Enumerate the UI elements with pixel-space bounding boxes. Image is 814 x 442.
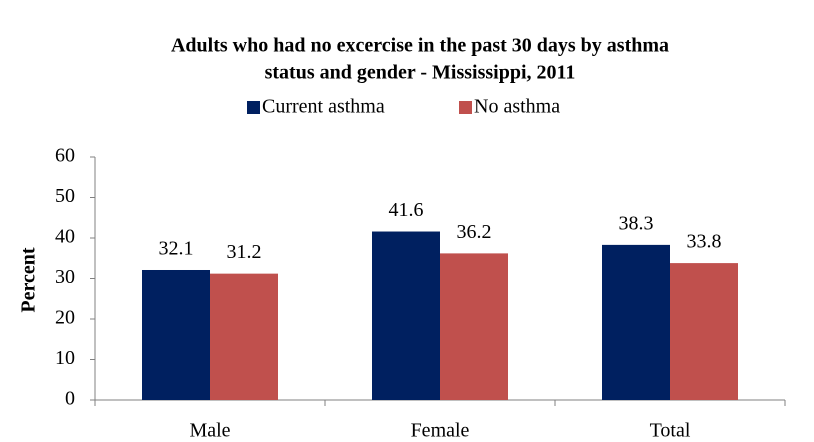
bar	[142, 269, 210, 400]
value-label: 33.8	[687, 231, 722, 253]
chart-title: status and gender - Mississippi, 2011	[265, 62, 576, 84]
y-axis-label: Percent	[18, 247, 40, 312]
chart-title: Adults who had no excercise in the past …	[171, 35, 669, 57]
bar	[602, 244, 670, 400]
bar	[210, 273, 278, 400]
bar	[670, 263, 738, 400]
value-label: 38.3	[619, 212, 654, 234]
y-tick-label: 60	[55, 145, 75, 167]
y-tick-label: 50	[55, 185, 75, 207]
x-tick-label: Male	[189, 420, 230, 442]
bar	[440, 253, 508, 400]
legend-swatch	[459, 101, 472, 114]
value-label: 31.2	[227, 241, 262, 263]
y-tick-label: 20	[55, 307, 75, 329]
value-label: 36.2	[457, 221, 492, 243]
y-tick-label: 30	[55, 266, 75, 288]
y-tick-label: 0	[65, 388, 75, 410]
value-label: 41.6	[389, 199, 424, 221]
legend-label: No asthma	[474, 96, 560, 118]
x-tick-label: Female	[411, 420, 470, 442]
y-tick-label: 40	[55, 226, 75, 248]
legend-label: Current asthma	[262, 96, 385, 118]
y-tick-label: 10	[55, 347, 75, 369]
legend-swatch	[247, 101, 260, 114]
x-tick-label: Total	[650, 420, 691, 442]
value-label: 32.1	[159, 238, 194, 260]
bar	[372, 231, 440, 400]
